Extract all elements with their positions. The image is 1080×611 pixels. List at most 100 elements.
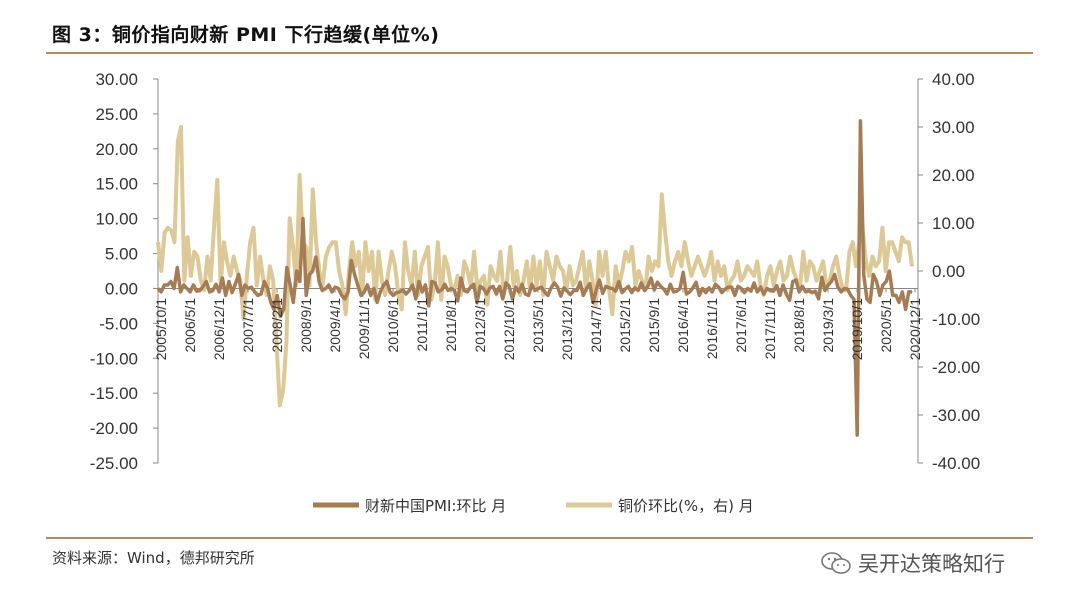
- data-point: [737, 285, 739, 287]
- data-point: [578, 265, 581, 267]
- data-point: [276, 294, 278, 296]
- data-point: [837, 286, 839, 288]
- data-point: [325, 287, 327, 290]
- data-point: [863, 273, 865, 276]
- data-point: [344, 298, 346, 300]
- data-point: [676, 290, 678, 292]
- data-point: [542, 294, 544, 296]
- data-point: [878, 260, 880, 262]
- data-point: [792, 270, 795, 272]
- data-point: [641, 280, 643, 282]
- data-point: [799, 284, 801, 286]
- data-point: [586, 287, 588, 290]
- x-tick-label: 2012/10/1: [501, 298, 517, 360]
- data-point: [853, 299, 855, 301]
- data-point: [888, 241, 890, 243]
- x-tick-label: 2017/11/1: [762, 298, 778, 359]
- data-point: [414, 251, 416, 253]
- data-point: [528, 294, 530, 296]
- data-point: [513, 284, 515, 286]
- data-point: [202, 285, 204, 287]
- data-point: [750, 290, 752, 292]
- data-point: [611, 287, 613, 290]
- data-point: [453, 289, 455, 292]
- data-point: [328, 246, 330, 248]
- x-tick-label: 2008/9/1: [298, 298, 314, 353]
- data-point: [381, 280, 383, 282]
- data-point: [901, 236, 903, 238]
- data-point: [772, 290, 775, 292]
- data-point: [315, 256, 317, 258]
- data-point: [785, 293, 787, 295]
- data-point: [259, 256, 261, 258]
- data-point: [379, 291, 381, 293]
- x-tick-label: 2015/9/1: [646, 298, 662, 353]
- data-point: [296, 270, 298, 272]
- data-point: [637, 289, 639, 292]
- data-point: [186, 287, 188, 290]
- data-point: [196, 256, 199, 258]
- data-point: [173, 287, 175, 290]
- bottom-rule: [46, 537, 1033, 539]
- left-tick-label: -5.00: [99, 314, 138, 333]
- data-point: [196, 290, 198, 292]
- data-point: [563, 287, 565, 289]
- left-tick-label: 0.00: [105, 279, 138, 298]
- data-point: [415, 298, 417, 300]
- data-point: [157, 241, 159, 243]
- data-point: [875, 265, 877, 267]
- data-point: [466, 270, 469, 272]
- data-point: [213, 227, 215, 229]
- data-point: [657, 265, 660, 267]
- data-point: [714, 283, 717, 285]
- data-point: [802, 251, 804, 253]
- data-point: [345, 313, 347, 315]
- data-point: [756, 260, 758, 262]
- data-point: [223, 241, 225, 243]
- right-tick-label: -40.00: [932, 454, 980, 473]
- data-point: [905, 308, 907, 310]
- watermark-text: 吴开达策略知行: [858, 552, 1005, 576]
- data-point: [418, 280, 420, 283]
- data-point: [685, 293, 688, 295]
- data-point: [891, 241, 893, 243]
- data-point: [457, 275, 459, 277]
- data-point: [424, 256, 426, 258]
- left-tick-label: 25.00: [95, 105, 138, 124]
- data-point: [267, 287, 269, 290]
- data-point: [736, 260, 739, 262]
- data-point: [911, 291, 913, 293]
- x-tick-label: 2012/3/1: [472, 298, 488, 353]
- data-point: [847, 288, 849, 290]
- data-point: [746, 265, 749, 267]
- data-point: [486, 293, 488, 295]
- data-point: [325, 256, 327, 258]
- data-point: [335, 241, 337, 243]
- data-point: [601, 275, 604, 277]
- data-point: [216, 179, 218, 181]
- right-tick-label: 20.00: [932, 166, 975, 185]
- data-point: [808, 289, 810, 292]
- data-point: [164, 232, 166, 234]
- data-point: [183, 280, 185, 282]
- data-point: [763, 293, 765, 295]
- data-point: [697, 256, 699, 258]
- data-point: [221, 277, 223, 279]
- data-point: [894, 251, 897, 253]
- data-point: [225, 294, 227, 296]
- data-point: [723, 265, 725, 267]
- data-point: [769, 265, 772, 267]
- right-tick-label: -10.00: [932, 310, 980, 329]
- data-point: [575, 280, 577, 282]
- data-point: [572, 284, 574, 286]
- data-point: [835, 256, 837, 258]
- data-point: [366, 284, 368, 286]
- data-point: [717, 260, 719, 262]
- chart-title: 图 3：铜价指向财新 PMI 下行趋缓(单位%): [52, 24, 440, 46]
- data-point: [638, 270, 640, 272]
- data-point: [480, 280, 482, 282]
- data-point: [865, 260, 867, 262]
- data-point: [466, 291, 468, 293]
- data-point: [576, 289, 578, 292]
- data-point: [618, 280, 620, 283]
